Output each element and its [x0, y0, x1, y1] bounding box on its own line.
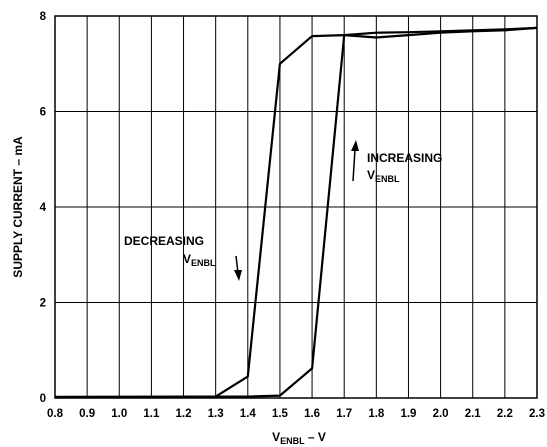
- x-tick-label: 2.2: [497, 408, 513, 420]
- annotation-decreasing-label: DECREASING: [124, 234, 204, 248]
- x-tick-label: 1.6: [304, 408, 320, 420]
- x-tick-label: 1.0: [111, 408, 127, 420]
- data-series: [54, 26, 538, 399]
- annotation-increasing-label: INCREASING: [367, 151, 442, 165]
- x-tick-label: 2.0: [433, 408, 449, 420]
- y-tick-label: 6: [40, 107, 46, 119]
- annotation-decreasing-sub: ENBL: [191, 258, 216, 268]
- x-tick-label: 1.5: [272, 408, 289, 420]
- annotation-increasing-sub: ENBL: [375, 174, 400, 184]
- annotation-decreasing-venbl: VENBL: [183, 252, 216, 268]
- annotation-increasing-arrowhead: [351, 140, 359, 151]
- x-tick-label: 0.9: [79, 408, 95, 420]
- x-tick-label: 1.1: [143, 408, 160, 420]
- x-tick-label: 1.3: [208, 408, 224, 420]
- annotation-increasing-v: V: [367, 168, 375, 182]
- x-axis-title: VENBL – V: [272, 430, 326, 446]
- annotation-decreasing-v: V: [183, 252, 191, 266]
- x-tick-label: 1.4: [240, 408, 257, 420]
- x-tick-label: 1.7: [336, 408, 352, 420]
- x-axis-title-unit: – V: [305, 430, 326, 444]
- x-tick-label: 1.9: [400, 408, 416, 420]
- plot-frame: [54, 15, 538, 399]
- annotation-decreasing: DECREASING VENBL: [124, 234, 242, 281]
- x-tick-labels: 0.8 0.9 1.0 1.1 1.2 1.3 1.4 1.5 1.6 1.7 1.8 1.9 2.0 2…: [47, 408, 545, 420]
- y-tick-label: 0: [40, 393, 46, 405]
- grid-lines: [55, 16, 537, 398]
- x-axis-title-subscript: ENBL: [280, 436, 305, 446]
- x-tick-label: 2.1: [465, 408, 482, 420]
- x-axis-title-main: V: [272, 430, 280, 444]
- annotation-increasing: INCREASING VENBL: [351, 140, 442, 184]
- annotation-increasing-arrow: [352, 148, 356, 182]
- y-tick-label: 4: [40, 202, 47, 214]
- x-tick-label: 1.2: [176, 408, 192, 420]
- annotation-increasing-venbl: VENBL: [367, 168, 400, 184]
- y-tick-label: 2: [40, 298, 46, 310]
- y-axis-title: SUPPLY CURRENT – mA: [11, 136, 25, 278]
- series-line: [54, 26, 538, 399]
- x-tick-label: 1.8: [368, 408, 385, 420]
- y-tick-label: 8: [40, 11, 47, 23]
- series-line: [54, 26, 538, 399]
- x-tick-label: 0.8: [47, 408, 64, 420]
- plot-border: [54, 15, 538, 399]
- annotation-decreasing-arrowhead: [234, 270, 242, 281]
- y-tick-labels: 0 2 4 6 8: [40, 11, 47, 405]
- x-tick-label: 2.3: [529, 408, 545, 420]
